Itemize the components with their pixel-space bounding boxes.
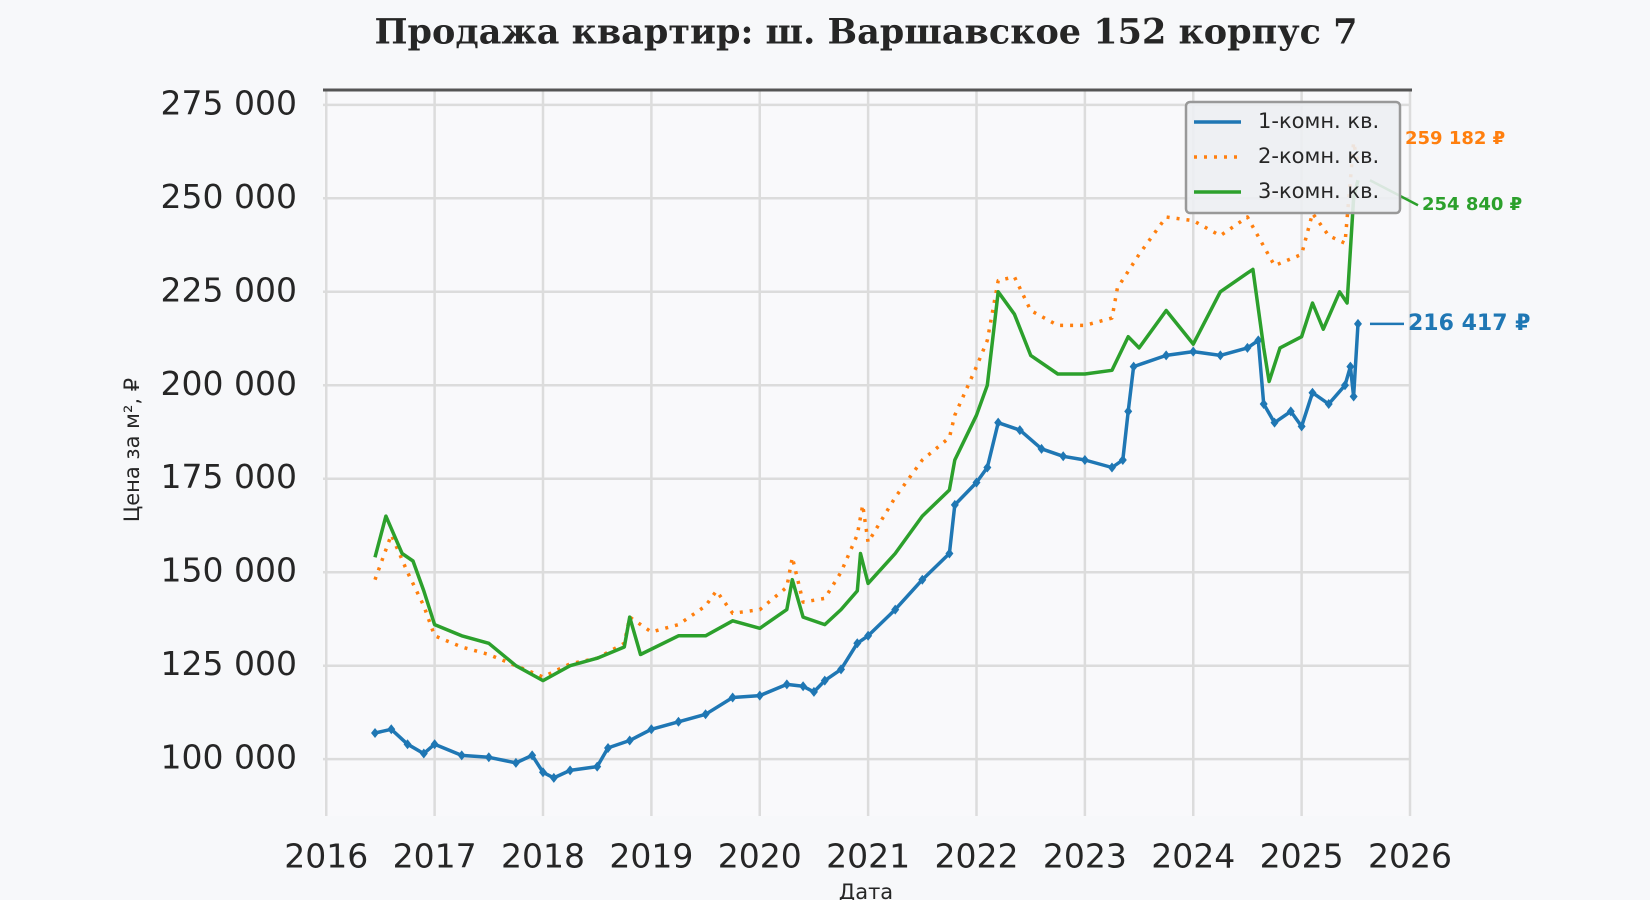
- point-marker: [1243, 342, 1252, 353]
- point-marker: [1346, 361, 1355, 372]
- point-marker: [549, 772, 558, 783]
- point-marker: [950, 499, 959, 510]
- point-marker: [820, 675, 829, 686]
- point-marker: [701, 709, 710, 720]
- point-marker: [1324, 398, 1333, 409]
- point-marker: [755, 690, 764, 701]
- legend-label: 1-комн. кв.: [1258, 109, 1379, 133]
- point-marker: [983, 462, 992, 473]
- lines: [371, 140, 1362, 783]
- x-tick-label: 2022: [935, 837, 1019, 876]
- point-marker: [837, 664, 846, 675]
- point-marker: [1107, 462, 1116, 473]
- point-marker: [1124, 406, 1133, 417]
- point-marker: [593, 761, 602, 772]
- point-marker: [1353, 318, 1362, 329]
- point-marker: [1037, 443, 1046, 454]
- point-marker: [1308, 387, 1317, 398]
- point-marker: [1286, 406, 1295, 417]
- legend: 1-комн. кв. 2-комн. кв. 3-комн. кв.: [1184, 100, 1402, 215]
- point-marker: [1129, 361, 1138, 372]
- annotation-label: 259 182 ₽: [1405, 128, 1505, 149]
- legend-label: 3-комн. кв.: [1258, 179, 1379, 203]
- point-marker: [1162, 350, 1171, 361]
- point-marker: [419, 748, 428, 759]
- point-marker: [387, 724, 396, 735]
- point-marker: [371, 727, 380, 738]
- chart-title: Продажа квартир: ш. Варшавское 152 корпу…: [375, 12, 1358, 53]
- y-axis-label: Цена за м², ₽: [120, 378, 144, 522]
- point-marker: [457, 750, 466, 761]
- point-marker: [1189, 346, 1198, 357]
- y-tick-label: 100 000: [161, 738, 297, 777]
- point-marker: [1259, 398, 1268, 409]
- point-marker: [604, 742, 613, 753]
- point-marker: [1270, 417, 1279, 428]
- point-marker: [1254, 335, 1263, 346]
- legend-box: [1184, 100, 1402, 215]
- point-marker: [799, 681, 808, 692]
- point-marker: [403, 739, 412, 750]
- x-tick-label: 2021: [826, 837, 910, 876]
- point-marker: [647, 724, 656, 735]
- point-marker: [1059, 451, 1068, 462]
- point-marker: [625, 735, 634, 746]
- point-marker: [994, 417, 1003, 428]
- point-marker: [918, 574, 927, 585]
- point-marker: [945, 548, 954, 559]
- point-marker: [511, 757, 520, 768]
- point-marker: [484, 752, 493, 763]
- point-marker: [1340, 380, 1349, 391]
- point-marker: [853, 638, 862, 649]
- x-tick-label: 2019: [609, 837, 693, 876]
- y-tick-label: 125 000: [161, 644, 297, 683]
- x-tick-label: 2016: [284, 837, 368, 876]
- x-tick-label: 2024: [1151, 837, 1235, 876]
- y-tick-label: 225 000: [161, 270, 297, 309]
- point-marker: [1015, 425, 1024, 436]
- annotations: 259 182 ₽ 254 840 ₽ 216 417 ₽: [1369, 128, 1530, 336]
- series-line: [373, 140, 1360, 679]
- point-marker: [1216, 350, 1225, 361]
- point-marker: [1118, 455, 1127, 466]
- x-tick-label: 2025: [1260, 837, 1344, 876]
- point-marker: [728, 692, 737, 703]
- point-marker: [566, 765, 575, 776]
- legend-label: 2-комн. кв.: [1258, 144, 1379, 168]
- series-line: [373, 179, 1360, 683]
- y-tick-label: 200 000: [161, 364, 297, 403]
- annotation-label: 254 840 ₽: [1422, 194, 1522, 215]
- x-tick-label: 2020: [718, 837, 802, 876]
- point-marker: [1349, 391, 1358, 402]
- x-tick-label: 2023: [1043, 837, 1127, 876]
- point-marker: [972, 477, 981, 488]
- annotation-label: 216 417 ₽: [1408, 311, 1530, 336]
- x-tick-label: 2026: [1368, 837, 1452, 876]
- point-marker: [809, 686, 818, 697]
- point-marker: [528, 750, 537, 761]
- y-tick-label: 275 000: [161, 83, 297, 122]
- point-marker: [891, 604, 900, 615]
- point-marker: [782, 679, 791, 690]
- point-marker: [1080, 455, 1089, 466]
- y-tick-label: 150 000: [161, 551, 297, 590]
- x-tick-label: 2018: [501, 837, 585, 876]
- grid: 100 000 125 000 150 000 175 000 200 000 225 0…: [161, 83, 1452, 875]
- x-tick-label: 2017: [393, 837, 477, 876]
- point-marker: [430, 739, 439, 750]
- y-tick-label: 175 000: [161, 457, 297, 496]
- y-tick-label: 250 000: [161, 177, 297, 216]
- point-marker: [674, 716, 683, 727]
- x-axis-label: Дата: [839, 880, 893, 900]
- point-marker: [539, 767, 548, 778]
- point-marker: [864, 630, 873, 641]
- point-marker: [1297, 421, 1306, 432]
